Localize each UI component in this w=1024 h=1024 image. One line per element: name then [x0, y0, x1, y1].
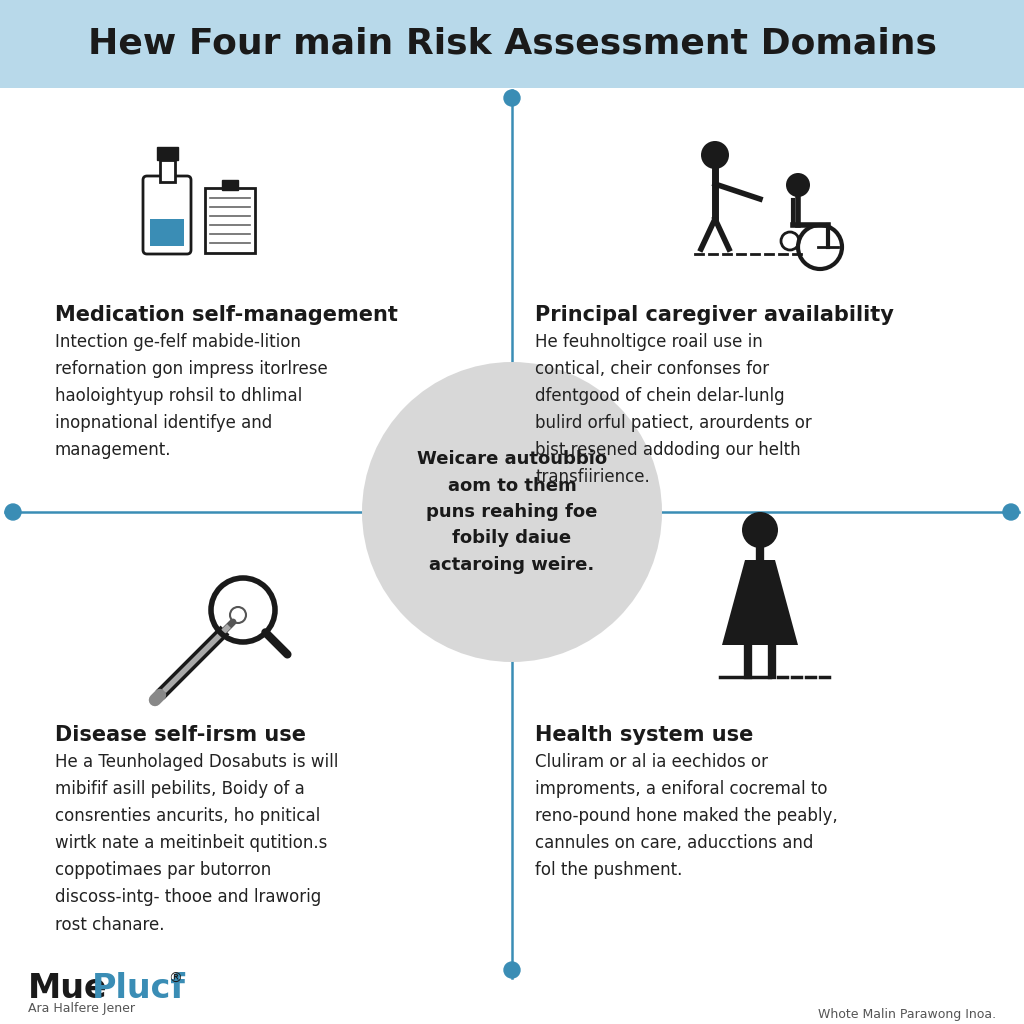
Text: Health system use: Health system use: [535, 725, 754, 745]
Bar: [222, 179, 238, 189]
Text: Cluliram or al ia eechidos or
improments, a eniforal cocremal to
reno-pound hone: Cluliram or al ia eechidos or improments…: [535, 753, 838, 880]
Bar: [205, 187, 255, 253]
Circle shape: [362, 362, 662, 662]
Circle shape: [742, 512, 778, 548]
Text: Plucf: Plucf: [92, 972, 186, 1005]
Text: ®: ®: [168, 972, 182, 986]
Circle shape: [504, 962, 520, 978]
Circle shape: [504, 90, 520, 106]
Text: Medication self-management: Medication self-management: [55, 305, 398, 325]
Text: Disease self-irsm use: Disease self-irsm use: [55, 725, 306, 745]
Circle shape: [5, 504, 22, 520]
Bar: [160, 160, 174, 182]
Text: Principal caregiver availability: Principal caregiver availability: [535, 305, 894, 325]
Bar: [150, 219, 184, 246]
Text: Weicare autoubbio
aom to them
puns reahing foe
fobily daiue
actaroing weire.: Weicare autoubbio aom to them puns reahi…: [417, 451, 607, 573]
FancyBboxPatch shape: [143, 176, 191, 254]
Text: Hew Four main Risk Assessment Domains: Hew Four main Risk Assessment Domains: [87, 27, 937, 61]
Text: He a Teunholaged Dosabuts is will
mibifif asill pebilits, Boidy of a
consrenties: He a Teunholaged Dosabuts is will mibifi…: [55, 753, 338, 934]
Text: Intection ge-felf mabide-lition
refornation gon impress itorlrese
haoloightyup r: Intection ge-felf mabide-lition refornat…: [55, 333, 328, 460]
Bar: [157, 147, 177, 160]
Polygon shape: [722, 560, 798, 645]
Text: Mue: Mue: [28, 972, 108, 1005]
Text: Ara Halfere Jener: Ara Halfere Jener: [28, 1002, 135, 1015]
Text: He feuhnoltigce roail use in
contical, cheir confonses for
dfentgood of chein de: He feuhnoltigce roail use in contical, c…: [535, 333, 812, 486]
Circle shape: [1002, 504, 1019, 520]
Text: Whote Malin Parawong Inoa.: Whote Malin Parawong Inoa.: [818, 1008, 996, 1021]
Circle shape: [786, 173, 810, 197]
Bar: [0, 0, 1024, 88]
Circle shape: [701, 141, 729, 169]
